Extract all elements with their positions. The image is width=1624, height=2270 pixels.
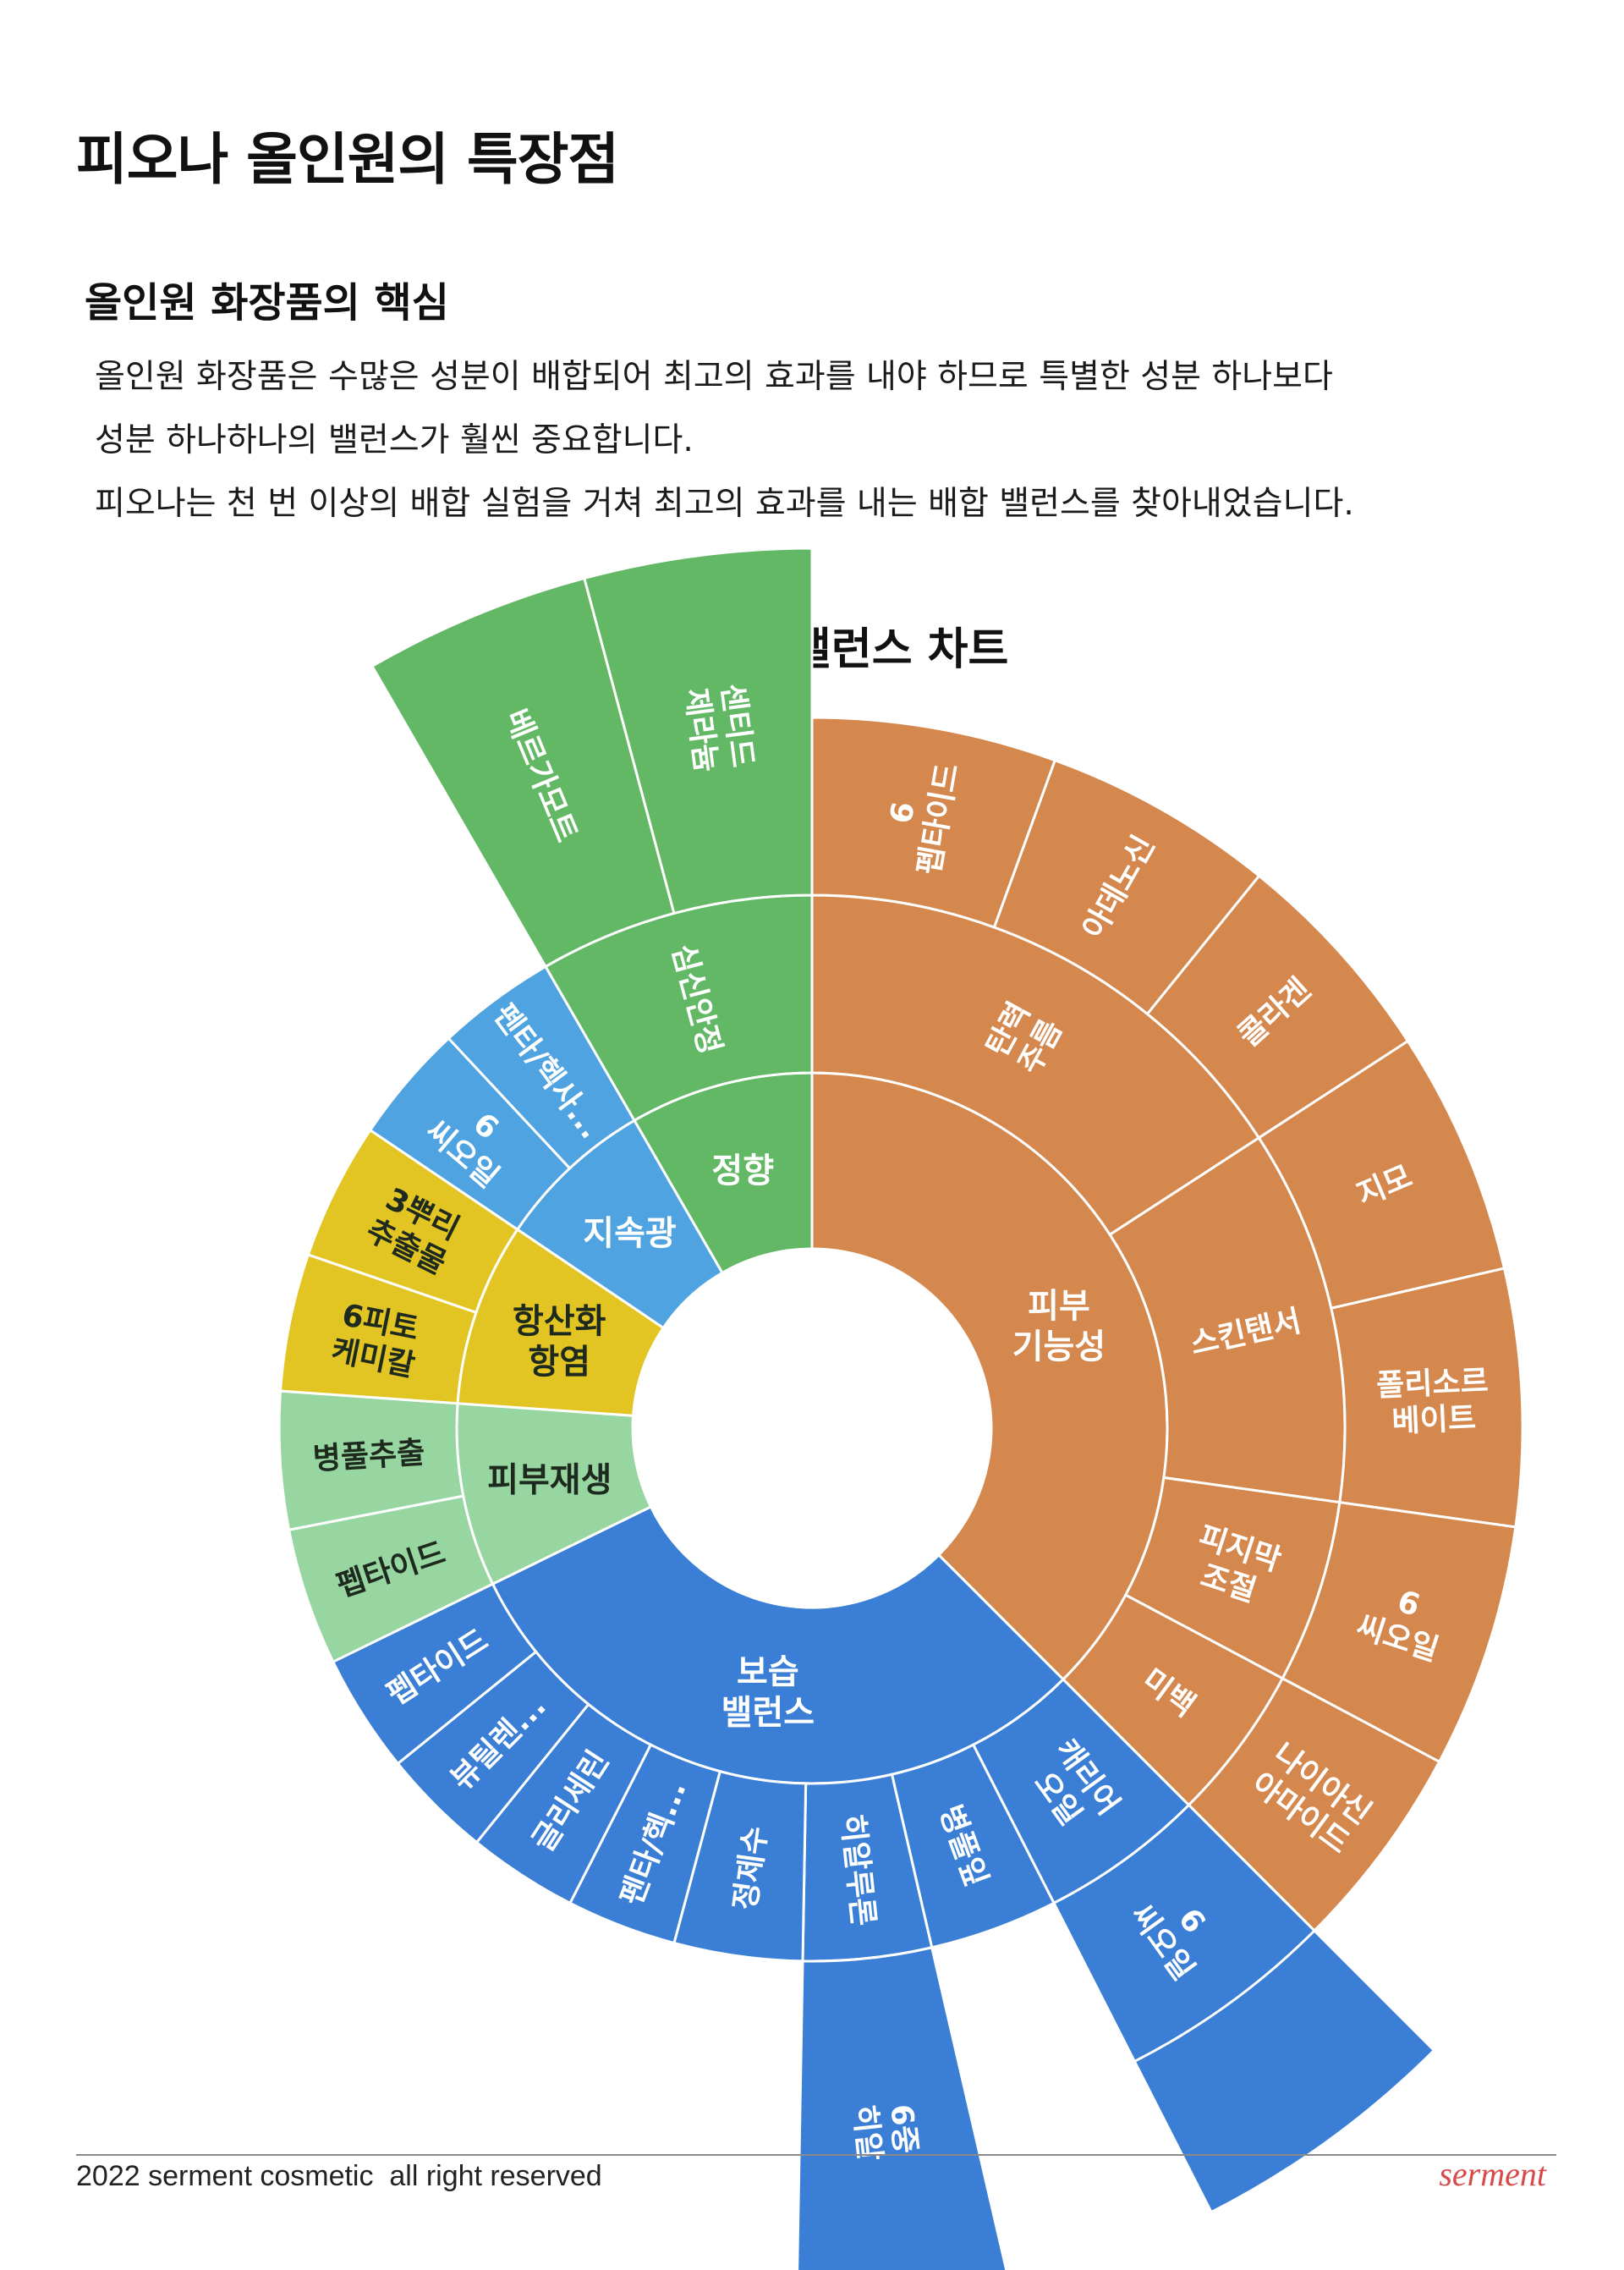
serment-logo: serment [1439,2155,1546,2193]
label-피부-기능성: 피부 기능성 [1012,1287,1106,1366]
label-지속광: 지속광 [583,1214,676,1253]
label-6중-히알: 6중히알 [847,2099,924,2163]
section-title: 올인원 화장품의 핵심 [85,279,449,327]
label-항산화-항염: 항산화 항염 [513,1302,606,1382]
segment-센티드-제라늄 [582,547,814,915]
footer-divider [76,2154,1556,2156]
segment-6-씨오일 [1051,1803,1317,2064]
label-정향: 정향 [711,1151,774,1190]
paragraph-line: 피오나는 천 번 이상의 배합 실험을 거쳐 최고의 효과를 내는 배합 밸런스… [95,485,1354,523]
paragraph-line: 성분 하나하나의 밸런스가 훨씬 중요합니다. [95,421,694,459]
segment-6중-히알 [796,1946,1008,2270]
page-title: 피오나 올인원의 특장점 [76,127,619,192]
label-보습-밸런스: 보습 밸런스 [721,1653,815,1733]
label-피부재생: 피부재생 [487,1460,612,1499]
label-병풀추출: 병풀추출 [312,1436,426,1477]
paragraph-line: 올인원 화장품은 수많은 성분이 배합되어 최고의 효과를 내야 하므로 특별한… [95,358,1333,396]
label-폴리소르베이트: 폴리소르베이트 [1375,1364,1490,1440]
footer-copyright: 2022 serment cosmetic all right reserved [76,2160,602,2192]
intro-paragraph: 올인원 화장품은 수많은 성분이 배합되어 최고의 효과를 내야 하므로 특별한… [95,345,1354,536]
